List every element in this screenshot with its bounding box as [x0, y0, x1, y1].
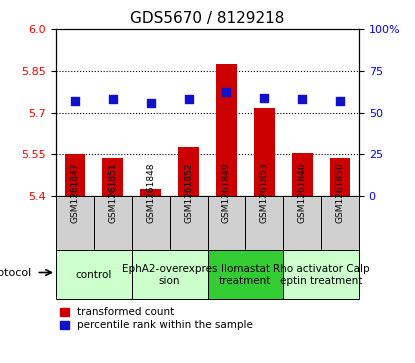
Bar — [245, 196, 283, 250]
Text: GSM1261847: GSM1261847 — [71, 163, 79, 223]
Text: GSM1261852: GSM1261852 — [184, 163, 193, 223]
Text: GSM1261849: GSM1261849 — [222, 163, 231, 223]
Point — [223, 90, 230, 95]
Bar — [254, 109, 275, 196]
Bar — [94, 196, 132, 250]
Text: GSM1261846: GSM1261846 — [298, 163, 307, 223]
Bar — [132, 250, 208, 299]
Bar — [140, 189, 161, 196]
Text: Rho activator Calp
eptin treatment: Rho activator Calp eptin treatment — [273, 264, 369, 286]
Bar — [283, 196, 321, 250]
Point — [147, 99, 154, 105]
Bar — [321, 196, 359, 250]
Text: GSM1261851: GSM1261851 — [108, 163, 117, 223]
Text: GSM1261850: GSM1261850 — [336, 163, 344, 223]
Text: EphA2-overexpres
sion: EphA2-overexpres sion — [122, 264, 217, 286]
Bar — [170, 196, 208, 250]
Text: Ilomastat
treatment: Ilomastat treatment — [219, 264, 271, 286]
Title: GDS5670 / 8129218: GDS5670 / 8129218 — [130, 12, 285, 26]
Bar — [56, 196, 94, 250]
Legend: transformed count, percentile rank within the sample: transformed count, percentile rank withi… — [56, 303, 257, 335]
Bar — [208, 196, 245, 250]
Text: GSM1261853: GSM1261853 — [260, 163, 269, 223]
Point — [72, 98, 78, 104]
Bar — [208, 250, 283, 299]
Bar — [216, 64, 237, 196]
Point — [261, 95, 268, 101]
Bar — [65, 154, 85, 196]
Bar — [132, 196, 170, 250]
Bar — [103, 158, 123, 196]
Text: control: control — [76, 270, 112, 280]
Point — [185, 96, 192, 102]
Point — [299, 96, 305, 102]
Bar — [178, 147, 199, 196]
Bar — [292, 153, 312, 196]
Point — [337, 98, 343, 104]
Text: protocol: protocol — [0, 268, 31, 278]
Text: GSM1261848: GSM1261848 — [146, 163, 155, 223]
Bar — [283, 250, 359, 299]
Point — [110, 96, 116, 102]
Bar — [330, 158, 350, 196]
Bar — [56, 250, 132, 299]
